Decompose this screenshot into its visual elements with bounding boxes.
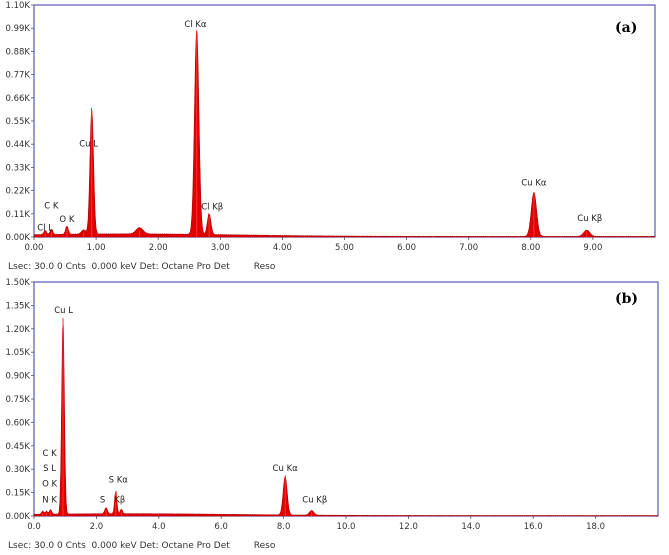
peak-annotation: Cu Kβ	[302, 496, 327, 506]
y-tick-label: 0.00K	[6, 512, 31, 522]
x-tick-label: 9.00	[583, 243, 602, 253]
peak-annotation: C K	[42, 449, 57, 459]
peak-annotation: S Kα	[109, 475, 129, 485]
footer-info-a: Lsec: 30.0 0 Cnts 0.000 keV Det: Octane …	[8, 262, 230, 272]
x-tick-label: 8.00	[521, 243, 540, 253]
y-tick-label: 0.99K	[6, 24, 31, 34]
x-tick-label: 10.0	[337, 522, 356, 532]
peak-annotation: O K	[59, 215, 74, 225]
peak-annotation: O K	[42, 479, 57, 489]
y-tick-label: 0.75K	[6, 395, 31, 405]
x-tick-label: 5.00	[335, 243, 354, 253]
y-tick-label: 1.50K	[6, 278, 31, 288]
y-tick-label: 0.33K	[6, 163, 31, 173]
plot-frame	[33, 281, 659, 517]
plot-frame	[33, 4, 656, 238]
y-tick-label: 0.45K	[6, 442, 31, 452]
x-tick-label: 12.0	[399, 522, 418, 532]
x-tick-label: 0.0	[27, 522, 41, 532]
footer-a: Lsec: 30.0 0 Cnts 0.000 keV Det: Octane …	[8, 262, 275, 272]
peak-annotation: Cl L	[37, 224, 53, 234]
peak-annotation: Cu L	[54, 306, 73, 316]
y-tick-label: 0.30K	[6, 465, 31, 475]
peak-annotation: Cu Kα	[521, 178, 547, 188]
y-tick-label: 0.60K	[6, 418, 31, 428]
x-tick-label: 0.00	[25, 243, 44, 253]
y-tick-label: 0.55K	[6, 117, 31, 127]
footer-info-b: Lsec: 30.0 0 Cnts 0.000 keV Det: Octane …	[8, 541, 230, 551]
x-tick-label: 14.0	[461, 522, 480, 532]
y-tick-label: 0.66K	[6, 94, 31, 104]
x-tick-label: 2.0	[90, 522, 104, 532]
x-tick-label: 18.0	[586, 522, 605, 532]
peak-annotation: C K	[44, 202, 59, 212]
footer-reso-b: Reso	[253, 541, 276, 551]
y-tick-label: 0.22K	[6, 187, 31, 197]
y-tick-label: 1.20K	[6, 325, 31, 335]
peak-annotation: Kβ	[114, 496, 125, 506]
x-tick-label: 6.0	[214, 522, 228, 532]
x-tick-label: 4.00	[273, 243, 292, 253]
spectrum-chart-b: 0.00K 0.15K 0.30K 0.45K 0.60K 0.75K 0.90K 1.05K…	[6, 278, 659, 532]
y-tick-label: 0.11K	[6, 210, 31, 220]
y-tick-label: 1.35K	[6, 301, 31, 311]
panel-label-b: (b)	[615, 291, 639, 307]
y-tick-label: 0.15K	[6, 489, 31, 499]
spectrum-chart-a: 0.00K 0.11K 0.22K 0.33K 0.44K 0.55K 0.66K 0.77K…	[6, 1, 656, 253]
peak-annotation: Cu Kα	[273, 464, 299, 474]
y-tick-label: 1.05K	[6, 348, 31, 358]
panel-label-a: (a)	[615, 20, 638, 36]
x-tick-label: 8.0	[277, 522, 291, 532]
x-tick-label: 6.00	[397, 243, 416, 253]
footer-b: Lsec: 30.0 0 Cnts 0.000 keV Det: Octane …	[8, 541, 275, 551]
y-tick-label: 0.77K	[6, 71, 31, 81]
peak-annotation: N K	[42, 496, 57, 506]
spectrum-panel-b: 0.00K 0.15K 0.30K 0.45K 0.60K 0.75K 0.90K 1.05K…	[0, 277, 669, 555]
x-tick-label: 7.00	[459, 243, 478, 253]
peak-annotation: Cl Kβ	[201, 203, 223, 213]
x-tick-label: 1.00	[87, 243, 106, 253]
spectrum-panel-a: 0.00K 0.11K 0.22K 0.33K 0.44K 0.55K 0.66K 0.77K…	[0, 0, 669, 277]
y-tick-label: 0.88K	[6, 47, 31, 57]
x-tick-label: 2.00	[149, 243, 168, 253]
peak-annotation: Cu Kβ	[577, 214, 602, 224]
peak-annotation: Cu L	[79, 139, 98, 149]
spectrum-trace	[33, 324, 659, 517]
peak-annotation: S L	[43, 464, 56, 474]
footer-reso-a: Reso	[253, 262, 276, 272]
peak-annotation: S	[100, 496, 105, 506]
y-tick-label: 1.10K	[6, 1, 31, 11]
x-tick-label: 3.00	[211, 243, 230, 253]
x-tick-label: 16.0	[524, 522, 543, 532]
x-tick-label: 4.0	[152, 522, 166, 532]
spectrum-trace	[33, 30, 656, 238]
y-tick-label: 0.44K	[6, 140, 31, 150]
peak-annotation: Cl Kα	[184, 20, 207, 30]
y-tick-label: 0.00K	[6, 233, 31, 243]
y-tick-label: 0.90K	[6, 372, 31, 382]
